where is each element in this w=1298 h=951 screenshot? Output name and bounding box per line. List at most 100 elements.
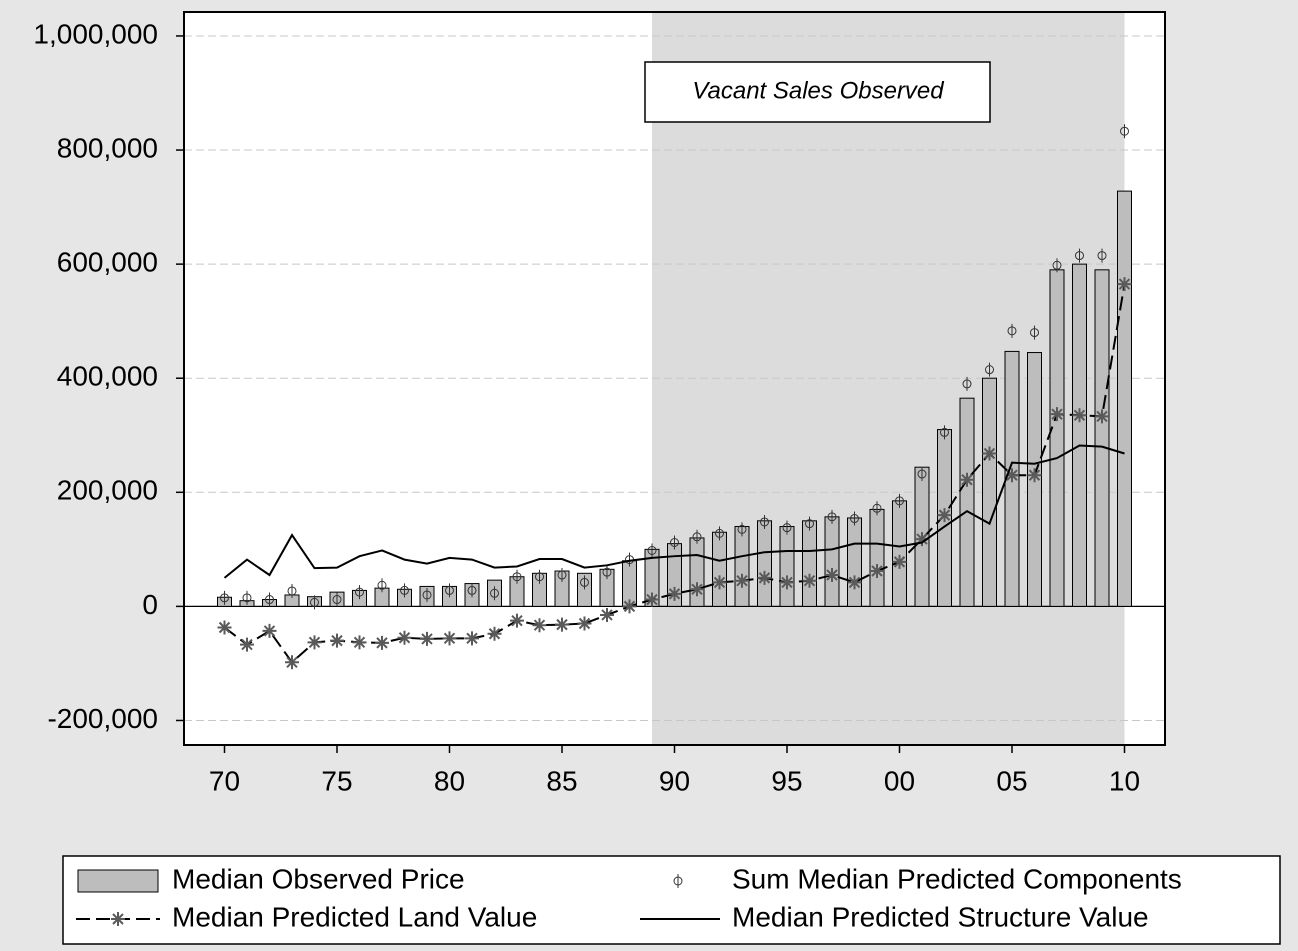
star-marker xyxy=(330,633,344,648)
point xyxy=(715,526,725,541)
star-marker xyxy=(555,617,569,632)
star-marker xyxy=(892,554,907,569)
legend-label: Median Predicted Structure Value xyxy=(732,901,1149,932)
star-marker xyxy=(217,620,232,635)
bar xyxy=(779,526,795,607)
x-tick-label: 90 xyxy=(659,765,690,796)
legend-label: Median Observed Price xyxy=(172,863,465,894)
star-marker xyxy=(420,631,434,646)
legend-label: Median Predicted Land Value xyxy=(172,901,537,932)
bar xyxy=(1094,269,1110,607)
bar xyxy=(959,397,975,607)
star-marker xyxy=(487,626,502,641)
point xyxy=(1030,325,1040,340)
y-tick-label: 1,000,000 xyxy=(33,18,158,49)
point xyxy=(220,590,230,605)
star-marker xyxy=(645,592,659,607)
bar xyxy=(982,377,997,607)
x-tick-label: 75 xyxy=(321,765,352,796)
star-marker xyxy=(622,599,637,614)
star-marker xyxy=(735,573,749,588)
star-marker xyxy=(690,582,704,597)
star-marker xyxy=(1117,277,1132,292)
star-marker xyxy=(870,564,884,579)
point xyxy=(1075,248,1085,263)
bar xyxy=(847,517,862,607)
bar xyxy=(1072,263,1087,607)
x-tick-label: 05 xyxy=(996,765,1027,796)
star-marker xyxy=(532,618,547,633)
point xyxy=(242,590,252,605)
star-marker xyxy=(442,631,457,646)
legend-swatch xyxy=(111,912,125,926)
point xyxy=(310,595,320,610)
point xyxy=(940,425,950,440)
star-marker xyxy=(915,532,929,547)
y-tick-label: 400,000 xyxy=(57,361,158,392)
x-tick-label: 85 xyxy=(546,765,577,796)
star-marker xyxy=(712,575,727,590)
point xyxy=(422,587,432,602)
bar xyxy=(869,508,885,607)
point xyxy=(647,543,657,558)
point xyxy=(1052,258,1062,273)
star-marker xyxy=(667,586,682,601)
point xyxy=(985,362,995,377)
star-marker xyxy=(1027,468,1042,483)
star-marker xyxy=(600,607,614,622)
point xyxy=(782,520,792,535)
star-marker xyxy=(510,613,524,628)
x-tick-label: 10 xyxy=(1109,765,1140,796)
star-marker xyxy=(937,508,952,523)
point xyxy=(670,535,680,550)
point xyxy=(895,493,905,508)
star-marker xyxy=(802,573,817,588)
point xyxy=(557,568,567,583)
y-tick-label: -200,000 xyxy=(47,703,158,734)
bar xyxy=(757,520,772,607)
star-marker xyxy=(1072,408,1087,423)
star-marker xyxy=(375,635,389,650)
star-marker xyxy=(1095,409,1109,424)
bar xyxy=(1117,190,1132,607)
point xyxy=(332,592,342,607)
star-marker xyxy=(285,655,299,670)
point xyxy=(917,467,927,482)
legend-box xyxy=(62,855,1281,945)
star-marker xyxy=(847,575,862,590)
point xyxy=(692,529,702,544)
star-marker xyxy=(307,635,322,650)
star-marker xyxy=(397,630,412,645)
point xyxy=(872,501,882,516)
legend-swatch xyxy=(77,869,159,893)
star-marker xyxy=(262,623,277,638)
point xyxy=(962,376,972,391)
star-marker xyxy=(577,616,592,631)
point xyxy=(512,569,522,584)
point xyxy=(287,583,297,598)
star-marker xyxy=(780,575,794,590)
legend-swatch xyxy=(673,874,683,888)
y-tick-label: 0 xyxy=(142,589,158,620)
bar xyxy=(892,500,907,607)
y-tick-label: 800,000 xyxy=(57,132,158,163)
star-marker xyxy=(960,472,974,487)
point xyxy=(355,585,365,600)
point xyxy=(580,575,590,590)
x-tick-label: 70 xyxy=(209,765,240,796)
star-marker xyxy=(757,570,772,585)
series-line xyxy=(223,444,1125,579)
point xyxy=(1097,248,1107,263)
point xyxy=(265,592,275,607)
point xyxy=(760,514,770,529)
y-tick-label: 600,000 xyxy=(57,247,158,278)
point xyxy=(400,583,410,598)
star-marker xyxy=(465,631,479,646)
point xyxy=(445,583,455,598)
bar xyxy=(712,531,727,607)
star-marker xyxy=(825,568,839,583)
bar xyxy=(802,520,817,607)
bar xyxy=(734,526,750,607)
y-tick-label: 200,000 xyxy=(57,475,158,506)
